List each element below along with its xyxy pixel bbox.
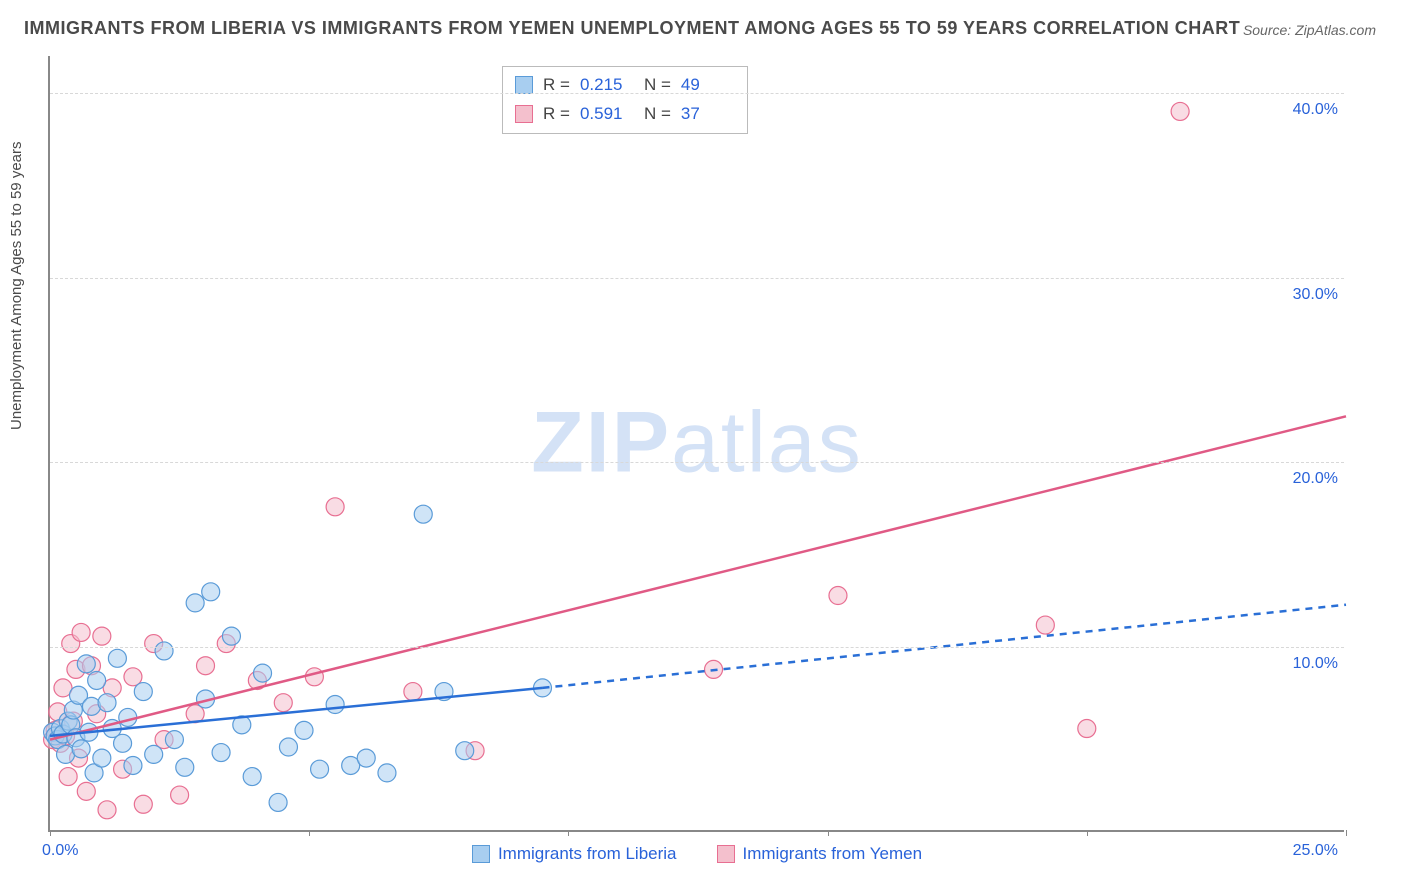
scatter-point-liberia	[456, 742, 474, 760]
scatter-point-yemen	[93, 627, 111, 645]
scatter-point-yemen	[1078, 720, 1096, 738]
scatter-point-liberia	[108, 649, 126, 667]
scatter-point-yemen	[305, 668, 323, 686]
legend: Immigrants from Liberia Immigrants from …	[50, 844, 1344, 864]
scatter-point-liberia	[295, 721, 313, 739]
scatter-point-liberia	[311, 760, 329, 778]
swatch-yemen	[717, 845, 735, 863]
gridline	[50, 93, 1344, 94]
source-attribution: Source: ZipAtlas.com	[1243, 22, 1376, 38]
y-tick-label: 20.0%	[1293, 470, 1338, 488]
scatter-point-liberia	[212, 744, 230, 762]
gridline	[50, 647, 1344, 648]
scatter-point-yemen	[72, 623, 90, 641]
scatter-point-liberia	[155, 642, 173, 660]
scatter-point-liberia	[222, 627, 240, 645]
scatter-point-liberia	[378, 764, 396, 782]
scatter-point-yemen	[77, 782, 95, 800]
x-tick	[1346, 830, 1347, 836]
scatter-point-liberia	[326, 696, 344, 714]
scatter-point-yemen	[134, 795, 152, 813]
scatter-point-yemen	[197, 657, 215, 675]
scatter-point-liberia	[186, 594, 204, 612]
scatter-point-liberia	[176, 758, 194, 776]
scatter-point-liberia	[145, 745, 163, 763]
y-tick-label: 40.0%	[1293, 101, 1338, 119]
legend-item-yemen: Immigrants from Yemen	[717, 844, 923, 864]
scatter-point-liberia	[269, 793, 287, 811]
scatter-point-yemen	[98, 801, 116, 819]
scatter-point-liberia	[279, 738, 297, 756]
y-tick-label: 10.0%	[1293, 655, 1338, 673]
scatter-point-liberia	[357, 749, 375, 767]
scatter-point-yemen	[274, 694, 292, 712]
scatter-point-yemen	[404, 683, 422, 701]
x-tick	[1087, 830, 1088, 836]
x-tick	[50, 830, 51, 836]
y-axis-label: Unemployment Among Ages 55 to 59 years	[8, 141, 25, 430]
scatter-point-liberia	[243, 768, 261, 786]
legend-item-liberia: Immigrants from Liberia	[472, 844, 677, 864]
chart-title: IMMIGRANTS FROM LIBERIA VS IMMIGRANTS FR…	[24, 18, 1240, 39]
scatter-point-yemen	[1171, 102, 1189, 120]
gridline	[50, 462, 1344, 463]
swatch-liberia	[472, 845, 490, 863]
scatter-point-liberia	[72, 740, 90, 758]
scatter-point-liberia	[414, 505, 432, 523]
scatter-point-liberia	[114, 734, 132, 752]
scatter-point-yemen	[59, 768, 77, 786]
x-tick	[568, 830, 569, 836]
x-tick-label: 25.0%	[1293, 842, 1338, 860]
scatter-point-yemen	[171, 786, 189, 804]
legend-label-yemen: Immigrants from Yemen	[743, 844, 923, 864]
x-tick	[828, 830, 829, 836]
scatter-point-liberia	[88, 671, 106, 689]
x-tick-label: 0.0%	[42, 842, 78, 860]
plot-area: ZIPatlas R = 0.215 N = 49 R = 0.591 N = …	[48, 56, 1344, 832]
x-tick	[309, 830, 310, 836]
scatter-point-liberia	[98, 694, 116, 712]
scatter-point-liberia	[254, 664, 272, 682]
scatter-point-liberia	[134, 683, 152, 701]
gridline	[50, 278, 1344, 279]
scatter-point-liberia	[93, 749, 111, 767]
scatter-point-liberia	[202, 583, 220, 601]
scatter-point-liberia	[82, 697, 100, 715]
scatter-point-yemen	[326, 498, 344, 516]
scatter-point-liberia	[77, 655, 95, 673]
legend-label-liberia: Immigrants from Liberia	[498, 844, 677, 864]
trend-line	[50, 416, 1346, 739]
scatter-point-yemen	[829, 587, 847, 605]
scatter-point-yemen	[1036, 616, 1054, 634]
scatter-point-liberia	[165, 731, 183, 749]
scatter-point-liberia	[124, 756, 142, 774]
y-tick-label: 30.0%	[1293, 286, 1338, 304]
chart-canvas	[50, 56, 1344, 830]
